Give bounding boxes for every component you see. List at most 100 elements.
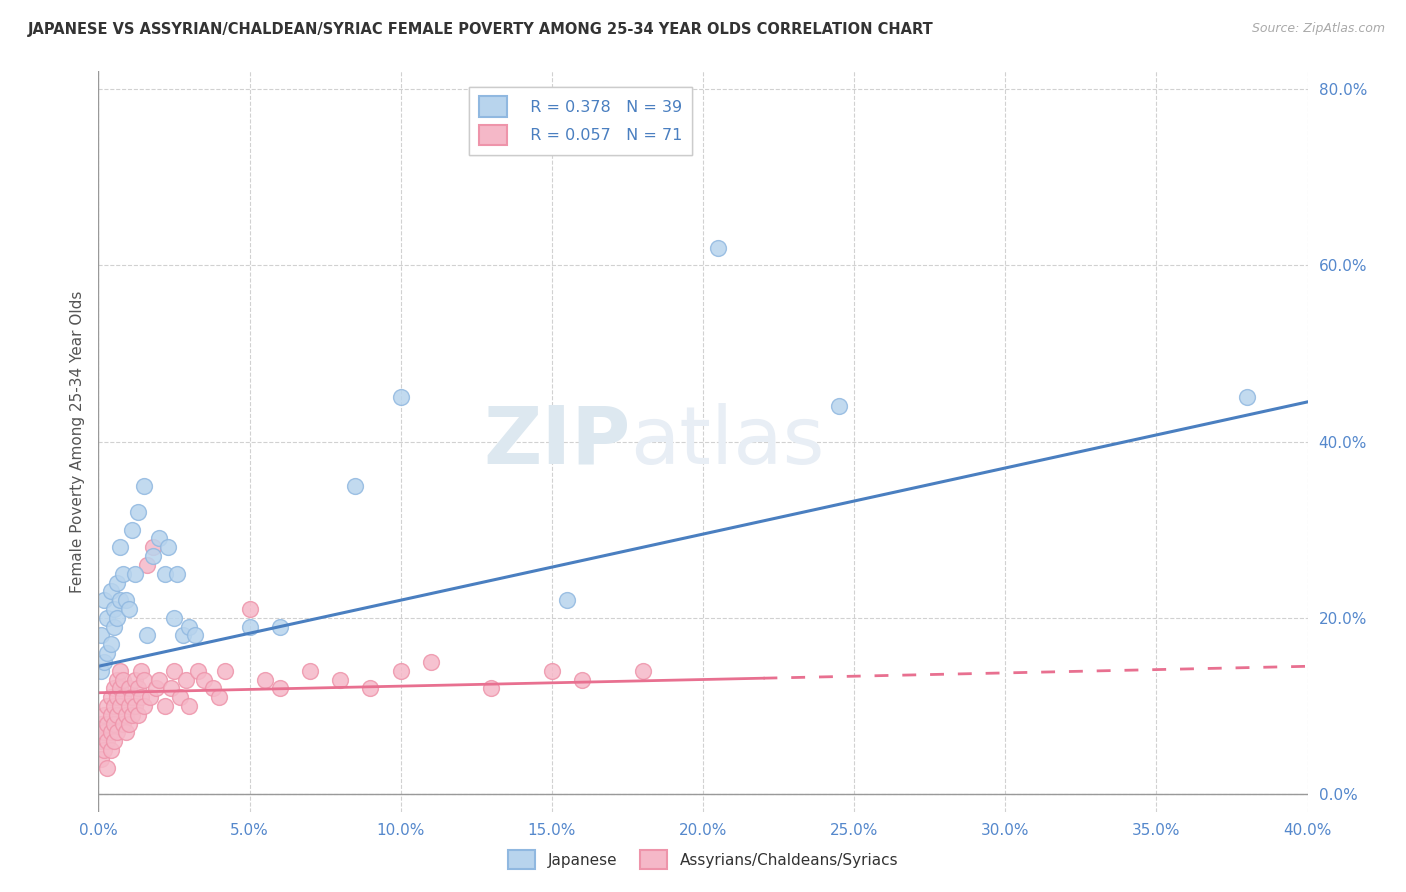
Point [389, 391, 412, 405]
Point [100, 690, 122, 705]
Point [153, 698, 176, 713]
Point [93, 707, 115, 722]
Point [208, 690, 231, 705]
Point [111, 716, 134, 731]
Point [103, 619, 125, 633]
Point [214, 664, 236, 678]
Point [540, 664, 562, 678]
Point [124, 673, 146, 687]
Point [111, 566, 134, 581]
Text: Source: ZipAtlas.com: Source: ZipAtlas.com [1251, 22, 1385, 36]
Point [103, 734, 125, 748]
Point [105, 673, 128, 687]
Point [239, 619, 262, 633]
Point [118, 602, 141, 616]
Point [160, 681, 183, 696]
Point [105, 611, 128, 625]
Point [124, 566, 146, 581]
Point [96, 611, 118, 625]
Point [166, 566, 188, 581]
Point [103, 716, 125, 731]
Point [184, 628, 207, 642]
Text: atlas: atlas [630, 402, 825, 481]
Point [118, 681, 141, 696]
Point [129, 664, 152, 678]
Point [389, 664, 412, 678]
Point [118, 698, 141, 713]
Point [105, 725, 128, 739]
Point [96, 698, 118, 713]
Point [90, 664, 112, 678]
Point [156, 541, 179, 555]
Point [135, 558, 157, 572]
Point [253, 673, 276, 687]
Point [360, 681, 382, 696]
Point [114, 707, 136, 722]
Point [100, 707, 122, 722]
Point [299, 664, 322, 678]
Point [114, 593, 136, 607]
Point [108, 664, 131, 678]
Point [90, 628, 112, 642]
Point [269, 681, 291, 696]
Point [93, 725, 115, 739]
Point [127, 707, 149, 722]
Point [108, 593, 131, 607]
Point [571, 673, 593, 687]
Point [111, 690, 134, 705]
Point [127, 681, 149, 696]
Point [121, 523, 143, 537]
Point [193, 673, 215, 687]
Point [153, 566, 176, 581]
Point [132, 698, 155, 713]
Point [121, 707, 143, 722]
Point [114, 725, 136, 739]
Point [344, 478, 367, 492]
Point [96, 761, 118, 775]
Point [100, 584, 122, 599]
Point [172, 628, 194, 642]
Point [108, 681, 131, 696]
Point [1236, 391, 1258, 405]
Point [100, 637, 122, 651]
Point [124, 698, 146, 713]
Point [90, 752, 112, 766]
Point [179, 619, 201, 633]
Point [108, 698, 131, 713]
Legend:   R = 0.378   N = 39,   R = 0.057   N = 71: R = 0.378 N = 39, R = 0.057 N = 71 [470, 87, 692, 155]
Point [187, 664, 209, 678]
Text: JAPANESE VS ASSYRIAN/CHALDEAN/SYRIAC FEMALE POVERTY AMONG 25-34 YEAR OLDS CORREL: JAPANESE VS ASSYRIAN/CHALDEAN/SYRIAC FEM… [28, 22, 934, 37]
Point [707, 241, 730, 255]
Point [93, 593, 115, 607]
Point [142, 541, 165, 555]
Point [90, 734, 112, 748]
Text: ZIP: ZIP [484, 402, 630, 481]
Point [96, 734, 118, 748]
Point [481, 681, 503, 696]
Point [111, 673, 134, 687]
Point [555, 593, 578, 607]
Point [108, 541, 131, 555]
Point [828, 399, 851, 413]
Point [169, 690, 191, 705]
Point [179, 698, 201, 713]
Point [174, 673, 197, 687]
Point [142, 549, 165, 563]
Point [96, 646, 118, 660]
Point [118, 716, 141, 731]
Point [420, 655, 443, 669]
Point [631, 664, 654, 678]
Point [163, 664, 186, 678]
Point [121, 690, 143, 705]
Point [105, 707, 128, 722]
Point [100, 743, 122, 757]
Legend: Japanese, Assyrians/Chaldeans/Syriacs: Japanese, Assyrians/Chaldeans/Syriacs [502, 844, 904, 875]
Point [103, 698, 125, 713]
Point [145, 681, 167, 696]
Point [329, 673, 352, 687]
Point [105, 690, 128, 705]
Point [135, 628, 157, 642]
Point [127, 505, 149, 519]
Point [148, 673, 170, 687]
Point [93, 655, 115, 669]
